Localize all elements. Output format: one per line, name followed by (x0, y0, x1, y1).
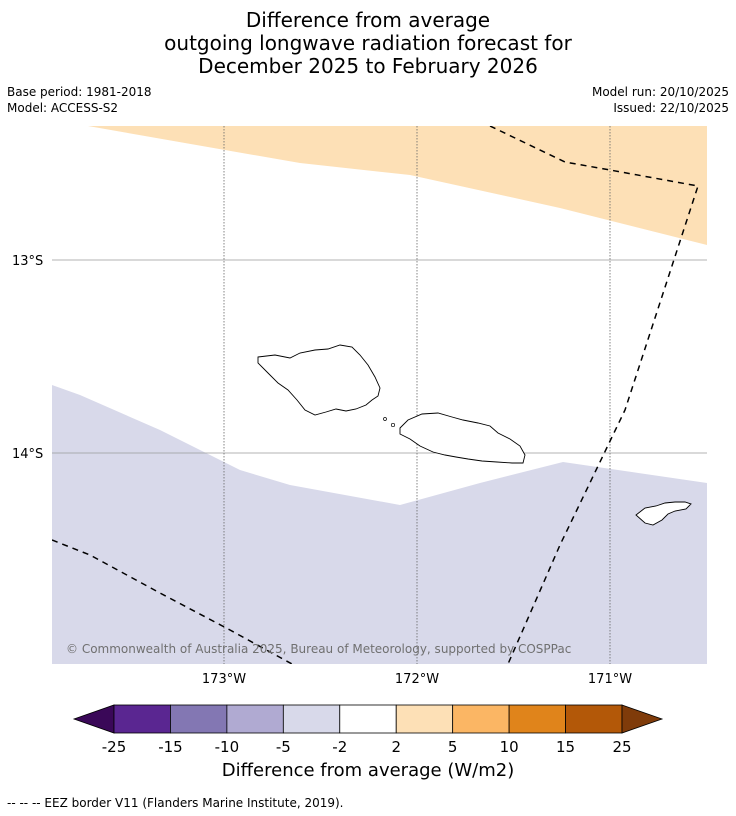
colorbar-tick-label: 2 (391, 738, 401, 756)
colorbar-tick-label: -10 (215, 738, 240, 756)
colorbar-tick-label: -15 (158, 738, 183, 756)
colorbar-tick-label: 5 (448, 738, 458, 756)
colorbar-tick-label: 15 (556, 738, 575, 756)
colorbar-tick-label: -25 (102, 738, 127, 756)
forecast-map: 13°S 14°S 173°W 172°W 171°W © Commonweal… (0, 0, 736, 760)
colorbar-extend-low (74, 705, 114, 733)
colorbar-title: Difference from average (W/m2) (0, 760, 736, 781)
colorbar: -25 -15 -10 -5 -2 2 5 10 15 25 (74, 705, 662, 756)
colorbar-tick-label: -2 (332, 738, 347, 756)
colorbar-tick-label: -5 (276, 738, 291, 756)
colorbar-segment (340, 705, 396, 733)
colorbar-segment (283, 705, 339, 733)
colorbar-segment (566, 705, 622, 733)
colorbar-segment (114, 705, 170, 733)
colorbar-segment (453, 705, 509, 733)
copyright-text: © Commonwealth of Australia 2025, Bureau… (66, 642, 571, 656)
colorbar-segment (509, 705, 565, 733)
lat-label-14s: 14°S (12, 447, 43, 462)
lon-label-173w: 173°W (202, 672, 246, 687)
colorbar-segment (396, 705, 452, 733)
eez-legend-note: -- -- -- EEZ border V11 (Flanders Marine… (7, 796, 344, 810)
colorbar-extend-high (622, 705, 662, 733)
colorbar-tick-label: 25 (612, 738, 631, 756)
lon-label-172w: 172°W (395, 672, 439, 687)
colorbar-segment (227, 705, 283, 733)
colorbar-tick-label: 10 (500, 738, 519, 756)
lon-label-171w: 171°W (588, 672, 632, 687)
lat-label-13s: 13°S (12, 254, 43, 269)
colorbar-segment (170, 705, 226, 733)
